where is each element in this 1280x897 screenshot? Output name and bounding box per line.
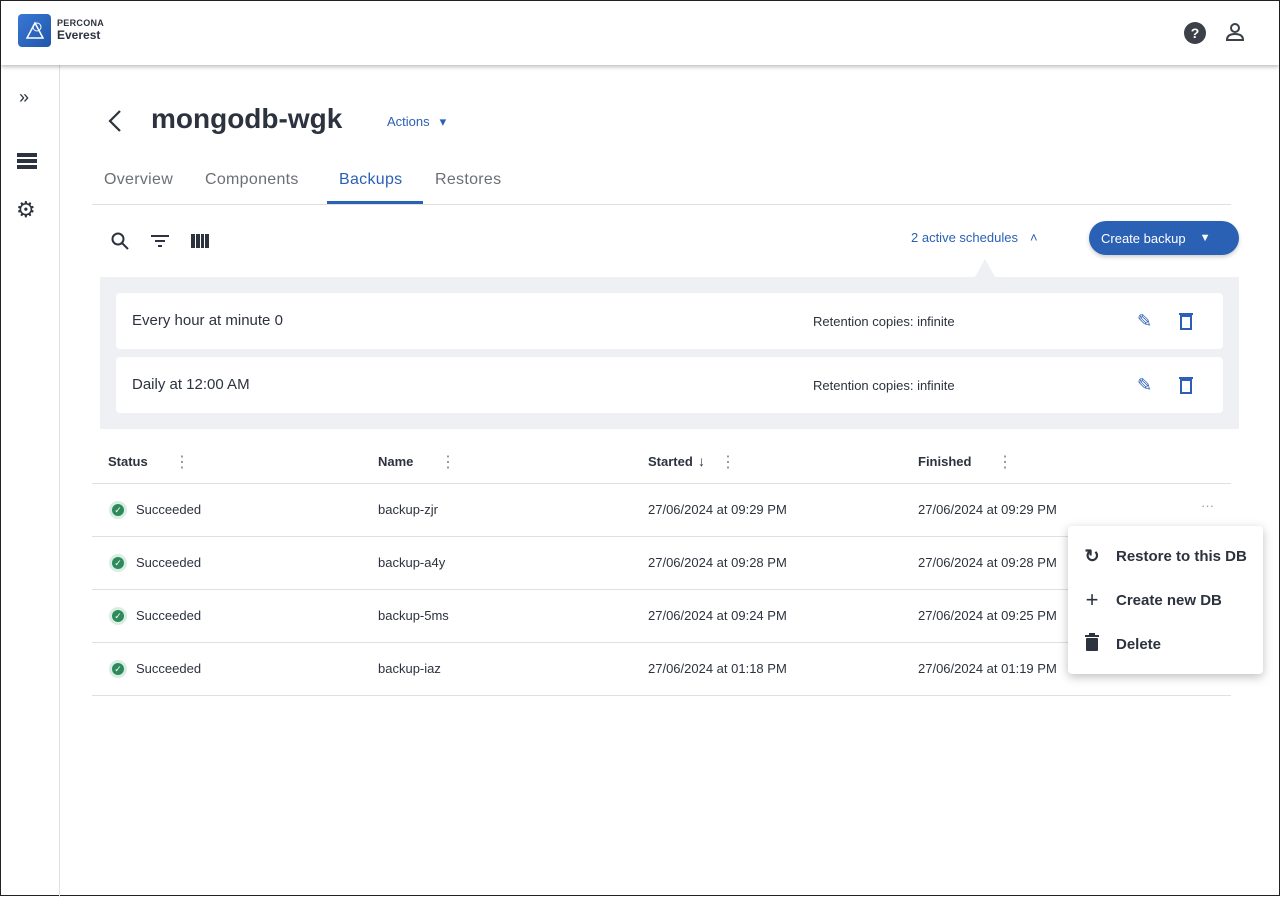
status-cell: Succeeded — [136, 502, 202, 517]
schedule-retention: Retention copies: infinite — [813, 378, 955, 393]
schedule-retention: Retention copies: infinite — [813, 314, 955, 329]
menu-item-label: Restore to this DB — [1116, 547, 1247, 565]
column-menu-icon[interactable]: ⋮ — [440, 454, 456, 471]
column-menu-icon[interactable]: ⋮ — [997, 454, 1013, 471]
back-arrow-icon[interactable] — [107, 109, 123, 138]
caret-down-icon: ▾ — [439, 114, 447, 129]
started-cell: 27/06/2024 at 09:24 PM — [648, 608, 787, 623]
panel-pointer — [975, 259, 995, 277]
name-cell: backup-a4y — [378, 555, 446, 570]
active-tab-indicator — [327, 201, 423, 204]
sort-arrow-down-icon[interactable]: ↓ — [698, 453, 705, 469]
schedule-card: Daily at 12:00 AM Retention copies: infi… — [116, 357, 1223, 413]
page-title: mongodb-wgk — [151, 103, 343, 134]
table-header-divider — [92, 483, 1231, 484]
delete-trash-icon[interactable] — [1178, 311, 1194, 336]
started-cell: 27/06/2024 at 09:29 PM — [648, 502, 787, 517]
edit-pencil-icon[interactable]: ✎ — [1137, 375, 1153, 395]
plus-icon: + — [1085, 587, 1099, 612]
columns-icon[interactable] — [191, 234, 209, 253]
filter-icon[interactable] — [150, 233, 170, 254]
create-backup-label: Create backup — [1101, 230, 1186, 246]
status-cell: Succeeded — [136, 555, 202, 570]
finished-cell: 27/06/2024 at 09:29 PM — [918, 502, 1057, 517]
column-header-started[interactable]: Started — [648, 454, 693, 469]
table-row[interactable]: ✓ Succeeded backup-5ms 27/06/2024 at 09:… — [92, 590, 1231, 643]
success-check-icon: ✓ — [109, 501, 127, 519]
name-cell: backup-5ms — [378, 608, 449, 623]
top-bar: PERCONA Everest ? — [1, 1, 1279, 65]
menu-item-restore[interactable]: ↻ Restore to this DB — [1068, 534, 1263, 578]
settings-gear-icon[interactable]: ⚙ — [16, 197, 36, 222]
schedule-name: Daily at 12:00 AM — [132, 376, 250, 393]
column-header-finished[interactable]: Finished — [918, 454, 972, 469]
row-more-icon[interactable]: ··· — [1201, 498, 1214, 513]
started-cell: 27/06/2024 at 01:18 PM — [648, 661, 787, 676]
brand-top: PERCONA — [57, 18, 105, 28]
tab-backups[interactable]: Backups — [339, 171, 403, 188]
create-backup-button[interactable]: Create backup ▼ — [1089, 221, 1239, 255]
finished-cell: 27/06/2024 at 01:19 PM — [918, 661, 1057, 676]
delete-trash-icon[interactable] — [1178, 375, 1194, 400]
name-cell: backup-iaz — [378, 661, 441, 676]
table-row[interactable]: ✓ Succeeded backup-a4y 27/06/2024 at 09:… — [92, 537, 1231, 590]
tab-overview[interactable]: Overview — [104, 171, 174, 188]
brand-name: Everest — [57, 28, 101, 42]
actions-label: Actions — [387, 114, 430, 129]
person-icon[interactable] — [1225, 21, 1245, 48]
success-check-icon: ✓ — [109, 554, 127, 572]
schedule-name: Every hour at minute 0 — [132, 312, 283, 329]
status-cell: Succeeded — [136, 608, 202, 623]
menu-item-label: Create new DB — [1116, 591, 1222, 609]
expand-sidebar-icon[interactable]: » — [19, 87, 30, 107]
sidebar: » ⚙ — [1, 65, 60, 897]
schedules-panel: Every hour at minute 0 Retention copies:… — [100, 277, 1239, 429]
schedule-card: Every hour at minute 0 Retention copies:… — [116, 293, 1223, 349]
row-actions-menu: ↻ Restore to this DB + Create new DB Delet… — [1068, 526, 1263, 674]
menu-item-delete[interactable]: Delete — [1068, 622, 1263, 666]
success-check-icon: ✓ — [109, 660, 127, 678]
column-menu-icon[interactable]: ⋮ — [174, 454, 190, 471]
restore-icon: ↻ — [1084, 545, 1100, 566]
name-cell: backup-zjr — [378, 502, 438, 517]
caret-down-icon: ▼ — [1199, 232, 1211, 244]
search-icon[interactable] — [110, 231, 130, 256]
success-check-icon: ✓ — [109, 607, 127, 625]
help-circle-icon[interactable]: ? — [1184, 22, 1206, 44]
column-header-status[interactable]: Status — [108, 454, 148, 469]
table-row[interactable]: ✓ Succeeded backup-iaz 27/06/2024 at 01:… — [92, 643, 1231, 696]
tab-bar: Overview Components Backups Restores — [92, 161, 1231, 205]
started-cell: 27/06/2024 at 09:28 PM — [648, 555, 787, 570]
finished-cell: 27/06/2024 at 09:28 PM — [918, 555, 1057, 570]
databases-icon[interactable] — [17, 153, 37, 174]
edit-pencil-icon[interactable]: ✎ — [1137, 311, 1153, 331]
tab-restores[interactable]: Restores — [435, 171, 502, 188]
actions-dropdown[interactable]: Actions ▾ — [387, 114, 446, 130]
trash-icon — [1068, 632, 1116, 656]
tab-components[interactable]: Components — [205, 171, 299, 188]
finished-cell: 27/06/2024 at 09:25 PM — [918, 608, 1057, 623]
column-menu-icon[interactable]: ⋮ — [720, 454, 736, 471]
chevron-up-icon: ˄ — [1029, 230, 1038, 245]
status-cell: Succeeded — [136, 661, 202, 676]
schedules-label: 2 active schedules — [911, 230, 1018, 245]
table-row[interactable]: ✓ Succeeded backup-zjr 27/06/2024 at 09:… — [92, 484, 1231, 537]
menu-item-create-db[interactable]: + Create new DB — [1068, 578, 1263, 622]
menu-item-label: Delete — [1116, 635, 1162, 653]
column-header-name[interactable]: Name — [378, 454, 414, 469]
everest-logo[interactable] — [18, 14, 51, 47]
active-schedules-toggle[interactable]: 2 active schedules ˄ — [911, 230, 1038, 245]
